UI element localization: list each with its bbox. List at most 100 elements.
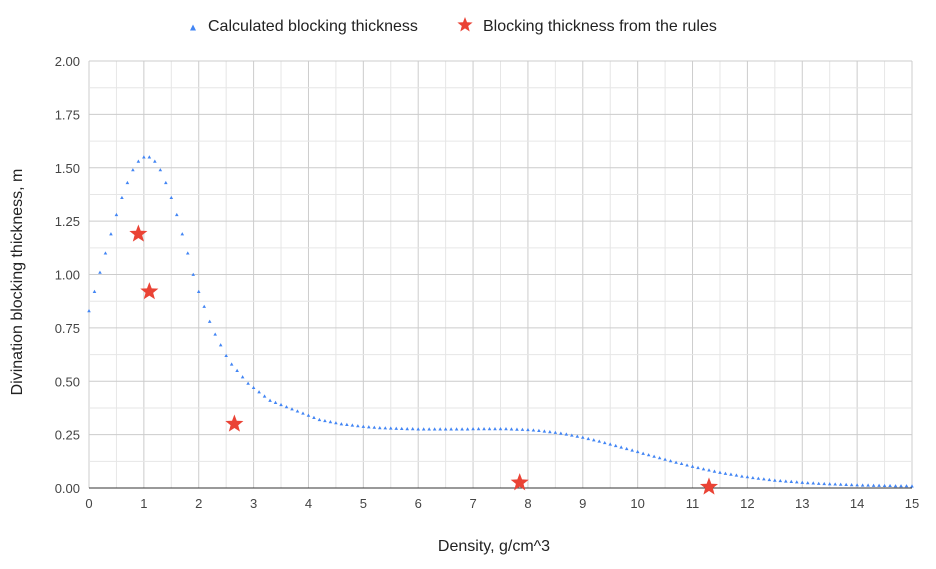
data-point-triangle[interactable] xyxy=(279,403,283,406)
data-point-triangle[interactable] xyxy=(658,456,662,459)
data-point-triangle[interactable] xyxy=(307,414,311,417)
data-point-triangle[interactable] xyxy=(504,427,508,430)
data-point-triangle[interactable] xyxy=(153,160,157,163)
data-point-triangle[interactable] xyxy=(148,155,152,158)
data-point-triangle[interactable] xyxy=(883,484,887,487)
data-point-triangle[interactable] xyxy=(471,427,475,430)
data-point-triangle[interactable] xyxy=(872,484,876,487)
data-point-triangle[interactable] xyxy=(713,470,717,473)
data-point-triangle[interactable] xyxy=(378,426,382,429)
data-point-triangle[interactable] xyxy=(641,452,645,455)
data-point-triangle[interactable] xyxy=(603,441,607,444)
data-point-triangle[interactable] xyxy=(159,168,163,171)
data-point-triangle[interactable] xyxy=(652,455,656,458)
data-point-triangle[interactable] xyxy=(910,484,914,487)
data-point-triangle[interactable] xyxy=(263,394,267,397)
data-point-triangle[interactable] xyxy=(855,483,859,486)
data-point-triangle[interactable] xyxy=(329,420,333,423)
data-point-triangle[interactable] xyxy=(268,399,272,402)
data-point-triangle[interactable] xyxy=(537,429,541,432)
data-point-triangle[interactable] xyxy=(647,453,651,456)
data-point-triangle[interactable] xyxy=(592,438,596,441)
data-point-triangle[interactable] xyxy=(619,445,623,448)
data-point-triangle[interactable] xyxy=(449,427,453,430)
data-point-triangle[interactable] xyxy=(685,463,689,466)
data-point-triangle[interactable] xyxy=(175,213,179,216)
data-point-triangle[interactable] xyxy=(740,474,744,477)
data-point-triangle[interactable] xyxy=(186,251,190,254)
data-point-triangle[interactable] xyxy=(822,482,826,485)
legend-item-rules[interactable]: Blocking thickness from the rules xyxy=(457,17,716,35)
data-point-triangle[interactable] xyxy=(416,427,420,430)
data-point-triangle[interactable] xyxy=(180,232,184,235)
data-point-triangle[interactable] xyxy=(373,426,377,429)
data-point-triangle[interactable] xyxy=(510,427,514,430)
data-point-triangle[interactable] xyxy=(844,483,848,486)
data-point-triangle[interactable] xyxy=(636,450,640,453)
data-point-triangle[interactable] xyxy=(235,369,239,372)
data-point-triangle[interactable] xyxy=(493,427,497,430)
data-point-triangle[interactable] xyxy=(213,332,217,335)
data-point-triangle[interactable] xyxy=(142,155,146,158)
data-point-triangle[interactable] xyxy=(663,458,667,461)
data-point-triangle[interactable] xyxy=(296,409,300,412)
data-point-triangle[interactable] xyxy=(499,427,503,430)
data-point-triangle[interactable] xyxy=(93,290,97,293)
data-point-triangle[interactable] xyxy=(460,427,464,430)
data-point-triangle[interactable] xyxy=(345,423,349,426)
data-point-triangle[interactable] xyxy=(197,290,201,293)
data-point-triangle[interactable] xyxy=(477,427,481,430)
data-point-triangle[interactable] xyxy=(394,427,398,430)
data-point-triangle[interactable] xyxy=(131,168,135,171)
data-point-triangle[interactable] xyxy=(729,473,733,476)
data-point-star[interactable] xyxy=(225,414,243,431)
data-point-triangle[interactable] xyxy=(241,375,245,378)
data-point-triangle[interactable] xyxy=(104,251,108,254)
data-point-triangle[interactable] xyxy=(164,181,168,184)
data-point-triangle[interactable] xyxy=(828,482,832,485)
data-point-triangle[interactable] xyxy=(757,477,761,480)
data-point-triangle[interactable] xyxy=(137,160,141,163)
data-point-triangle[interactable] xyxy=(301,411,305,414)
data-point-triangle[interactable] xyxy=(356,424,360,427)
data-point-triangle[interactable] xyxy=(455,427,459,430)
data-point-star[interactable] xyxy=(700,477,718,494)
data-point-triangle[interactable] xyxy=(362,425,366,428)
data-point-triangle[interactable] xyxy=(400,427,404,430)
data-point-triangle[interactable] xyxy=(833,482,837,485)
data-point-triangle[interactable] xyxy=(608,442,612,445)
data-point-triangle[interactable] xyxy=(438,427,442,430)
data-point-triangle[interactable] xyxy=(614,444,618,447)
data-point-triangle[interactable] xyxy=(515,427,519,430)
data-point-triangle[interactable] xyxy=(817,482,821,485)
data-point-triangle[interactable] xyxy=(219,343,223,346)
data-point-triangle[interactable] xyxy=(839,483,843,486)
data-point-triangle[interactable] xyxy=(586,437,590,440)
data-point-triangle[interactable] xyxy=(691,465,695,468)
data-point-triangle[interactable] xyxy=(87,309,91,312)
data-point-triangle[interactable] xyxy=(795,480,799,483)
data-point-triangle[interactable] xyxy=(526,428,530,431)
data-point-triangle[interactable] xyxy=(894,484,898,487)
data-point-triangle[interactable] xyxy=(318,418,322,421)
data-point-triangle[interactable] xyxy=(109,232,113,235)
data-point-triangle[interactable] xyxy=(427,427,431,430)
data-point-triangle[interactable] xyxy=(230,362,234,365)
data-point-triangle[interactable] xyxy=(877,484,881,487)
data-point-triangle[interactable] xyxy=(323,419,327,422)
data-point-triangle[interactable] xyxy=(115,213,119,216)
data-point-triangle[interactable] xyxy=(433,427,437,430)
data-point-triangle[interactable] xyxy=(905,484,909,487)
data-point-triangle[interactable] xyxy=(811,481,815,484)
data-point-triangle[interactable] xyxy=(120,196,124,199)
data-point-triangle[interactable] xyxy=(312,416,316,419)
data-point-triangle[interactable] xyxy=(762,477,766,480)
data-point-triangle[interactable] xyxy=(751,476,755,479)
data-point-triangle[interactable] xyxy=(340,422,344,425)
data-point-triangle[interactable] xyxy=(702,467,706,470)
data-point-triangle[interactable] xyxy=(779,479,783,482)
data-point-triangle[interactable] xyxy=(597,439,601,442)
data-point-triangle[interactable] xyxy=(784,479,788,482)
data-point-triangle[interactable] xyxy=(252,386,256,389)
data-point-triangle[interactable] xyxy=(581,436,585,439)
